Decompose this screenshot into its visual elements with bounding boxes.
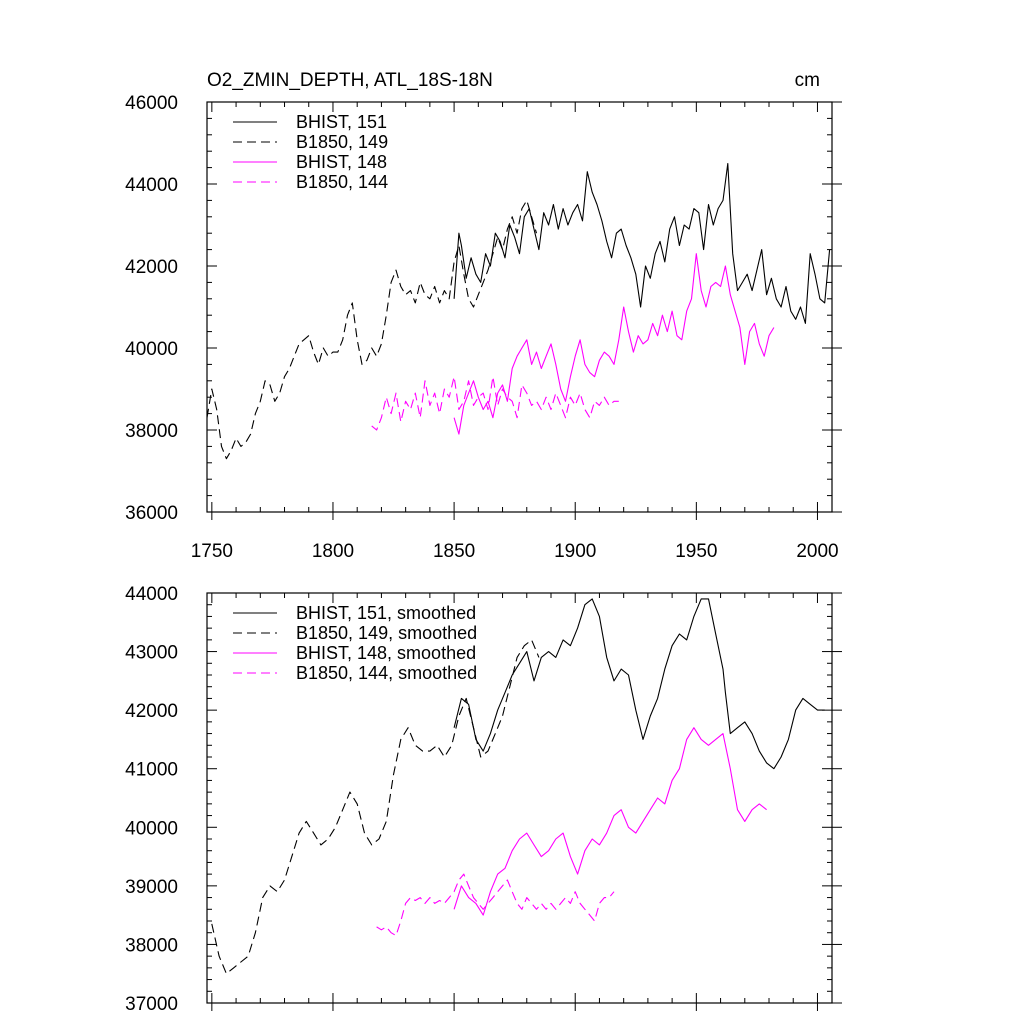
legend-label-1: BHIST, 151 [296,112,387,132]
y-tick-label: 39000 [125,877,178,898]
x-tick-label: 1850 [433,541,475,562]
y-tick-label: 44000 [125,175,178,196]
legend-label-3: BHIST, 148 [296,152,387,172]
y-tick-label: 44000 [125,584,178,605]
x-tick-label: 1750 [191,541,233,562]
series-line-3 [453,253,775,435]
units-label: cm [795,70,820,91]
y-tick-label: 38000 [125,935,178,956]
y-tick-label: 40000 [125,818,178,839]
y-tick-label: 41000 [125,760,178,781]
legend-label-3: BHIST, 148, smoothed [296,643,476,663]
y-tick-label: 42000 [125,257,178,278]
y-tick-label: 38000 [125,421,178,442]
y-tick-label: 42000 [125,701,178,722]
x-tick-label: 1900 [554,541,596,562]
bottom-panel: 37000 38000 39000 40000 41000 42000 43000 44000… [125,584,842,1015]
series-line-3 [453,727,767,916]
y-tick-label: 36000 [125,503,178,524]
series-line-4 [371,376,619,431]
series-line-2 [211,639,540,975]
y-tick-label: 37000 [125,994,178,1015]
y-tick-label: 46000 [125,93,178,114]
top-panel: 1750 1800 1850 1900 1950 2000 36000 38000 40000 4… [125,93,842,562]
series-line-4 [376,873,615,937]
legend-label-4: B1850, 144, smoothed [296,663,477,683]
legend-label-4: B1850, 144 [296,172,388,192]
plot-frame [206,592,833,1004]
x-tick-label: 1950 [675,541,717,562]
series-line-1 [453,598,825,770]
legend-label-2: B1850, 149, smoothed [296,623,477,643]
series-line-2 [206,199,538,460]
x-tick-label: 2000 [796,541,838,562]
legend-label-2: B1850, 149 [296,132,388,152]
x-tick-label: 1800 [312,541,354,562]
series-line-1 [453,162,831,324]
y-tick-label: 43000 [125,643,178,664]
plot-frame [206,101,833,513]
chart-title: O2_ZMIN_DEPTH, ATL_18S-18N [207,70,493,91]
y-tick-label: 40000 [125,339,178,360]
legend-label-1: BHIST, 151, smoothed [296,603,476,623]
